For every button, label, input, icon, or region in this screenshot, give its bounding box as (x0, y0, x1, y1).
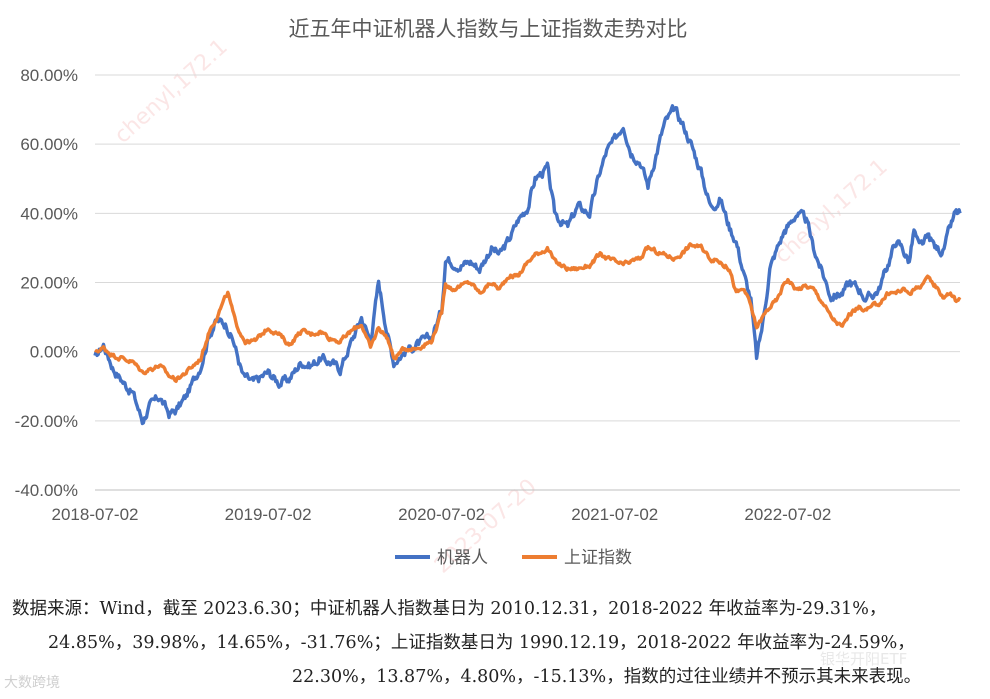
y-tick-label: -20.00% (15, 412, 78, 431)
x-tick-label: 2018-07-02 (52, 505, 139, 524)
y-tick-label: 40.00% (20, 204, 78, 223)
y-tick-label: 80.00% (20, 66, 78, 85)
x-tick-label: 2022-07-02 (744, 505, 831, 524)
source-logo-text: 大数跨境 (4, 675, 60, 691)
series-line-robot (93, 104, 962, 426)
y-tick-label: 0.00% (30, 343, 78, 362)
grid-lines (95, 74, 960, 491)
x-tick-label: 2020-07-02 (398, 505, 485, 524)
chart-title: 近五年中证机器人指数与上证指数走势对比 (289, 17, 688, 41)
y-axis-ticks: 80.00% 60.00% 40.00% 20.00% 0.00% -20.00% -40.… (15, 66, 78, 500)
y-tick-label: 20.00% (20, 274, 78, 293)
series-lines (93, 104, 962, 426)
series-line-sse (94, 242, 962, 383)
y-tick-label: 60.00% (20, 135, 78, 154)
x-tick-label: 2019-07-02 (225, 505, 312, 524)
x-tick-label: 2021-07-02 (571, 505, 658, 524)
legend-label: 机器人 (437, 548, 488, 568)
x-axis-ticks: 2018-07-02 2019-07-02 2020-07-02 2021-07-02… (52, 505, 832, 524)
footnote-line: 数据来源：Wind，截至 2023.6.30；中证机器人指数基日为 2010.1… (12, 599, 887, 619)
footnote-line: 22.30%，13.87%，4.80%，-15.13%，指数的过往业绩并不预示其… (292, 667, 922, 687)
line-chart: 近五年中证机器人指数与上证指数走势对比 80.00% 60.00% 40.00% 20… (15, 17, 962, 568)
legend: 机器人 上证指数 (395, 548, 632, 568)
footnote-line: 24.85%，39.98%，14.65%，-31.76%；上证指数基日为 199… (48, 633, 915, 653)
legend-label: 上证指数 (564, 548, 632, 568)
data-source-footnote: 数据来源：Wind，截至 2023.6.30；中证机器人指数基日为 2010.1… (12, 592, 982, 694)
account-logo-text: 银华开阳ETF (820, 650, 908, 668)
y-tick-label: -40.00% (15, 481, 78, 500)
